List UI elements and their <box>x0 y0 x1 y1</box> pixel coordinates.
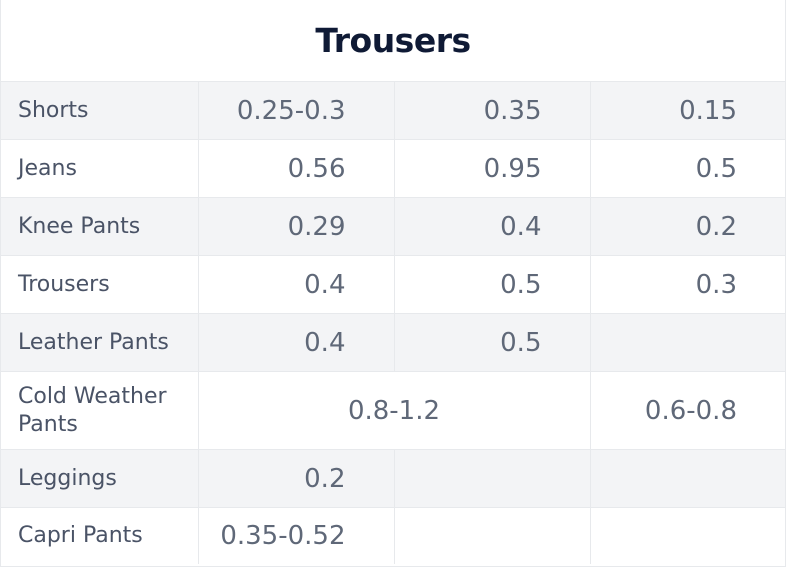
table-cell <box>590 508 785 565</box>
table-cell: 0.25-0.3 <box>198 82 395 140</box>
table-cell: 0.6-0.8 <box>590 371 785 450</box>
row-label: Knee Pants <box>1 197 199 256</box>
table-title: Trousers <box>315 21 471 60</box>
table-cell-merged: 0.8-1.2 <box>198 371 591 450</box>
trousers-table: Shorts 0.25-0.3 0.35 0.15 Jeans 0.56 0.9… <box>1 82 785 564</box>
table-cell: 0.15 <box>590 82 785 140</box>
table-cell: 0.56 <box>198 139 395 198</box>
table-cell <box>590 313 785 372</box>
table-cell <box>590 449 785 508</box>
table-cell: 0.2 <box>590 197 785 256</box>
table-cell: 0.95 <box>394 139 591 198</box>
table-cell: 0.4 <box>198 255 395 314</box>
row-label: Trousers <box>1 255 199 314</box>
row-label: Leggings <box>1 449 199 508</box>
table-row: Capri Pants 0.35-0.52 <box>1 507 785 565</box>
table-cell <box>394 507 591 564</box>
table-cell: 0.3 <box>590 255 785 314</box>
row-label: Leather Pants <box>1 313 199 372</box>
row-label: Capri Pants <box>1 507 199 564</box>
table-cell: 0.4 <box>394 197 591 256</box>
table-cell: 0.5 <box>590 139 785 198</box>
table-cell: 0.5 <box>394 255 591 314</box>
table-cell: 0.2 <box>198 449 395 508</box>
table-cell: 0.35-0.52 <box>198 507 395 564</box>
table-cell: 0.5 <box>394 313 591 372</box>
table-row: Leather Pants 0.4 0.5 <box>1 313 785 372</box>
table-row: Knee Pants 0.29 0.4 0.2 <box>1 197 785 256</box>
table-row: Trousers 0.4 0.5 0.3 <box>1 255 785 314</box>
table-row: Shorts 0.25-0.3 0.35 0.15 <box>1 82 785 140</box>
table-row: Jeans 0.56 0.95 0.5 <box>1 139 785 198</box>
table-row: Cold Weather Pants 0.8-1.2 0.6-0.8 <box>1 371 785 450</box>
table-cell: 0.4 <box>198 313 395 372</box>
table-cell: 0.35 <box>394 82 591 140</box>
table-row: Leggings 0.2 <box>1 449 785 508</box>
row-label: Cold Weather Pants <box>1 371 199 450</box>
row-label: Shorts <box>1 82 199 140</box>
title-row: Trousers <box>1 0 785 82</box>
row-label: Jeans <box>1 139 199 198</box>
table-cell <box>394 449 591 508</box>
table-cell: 0.29 <box>198 197 395 256</box>
